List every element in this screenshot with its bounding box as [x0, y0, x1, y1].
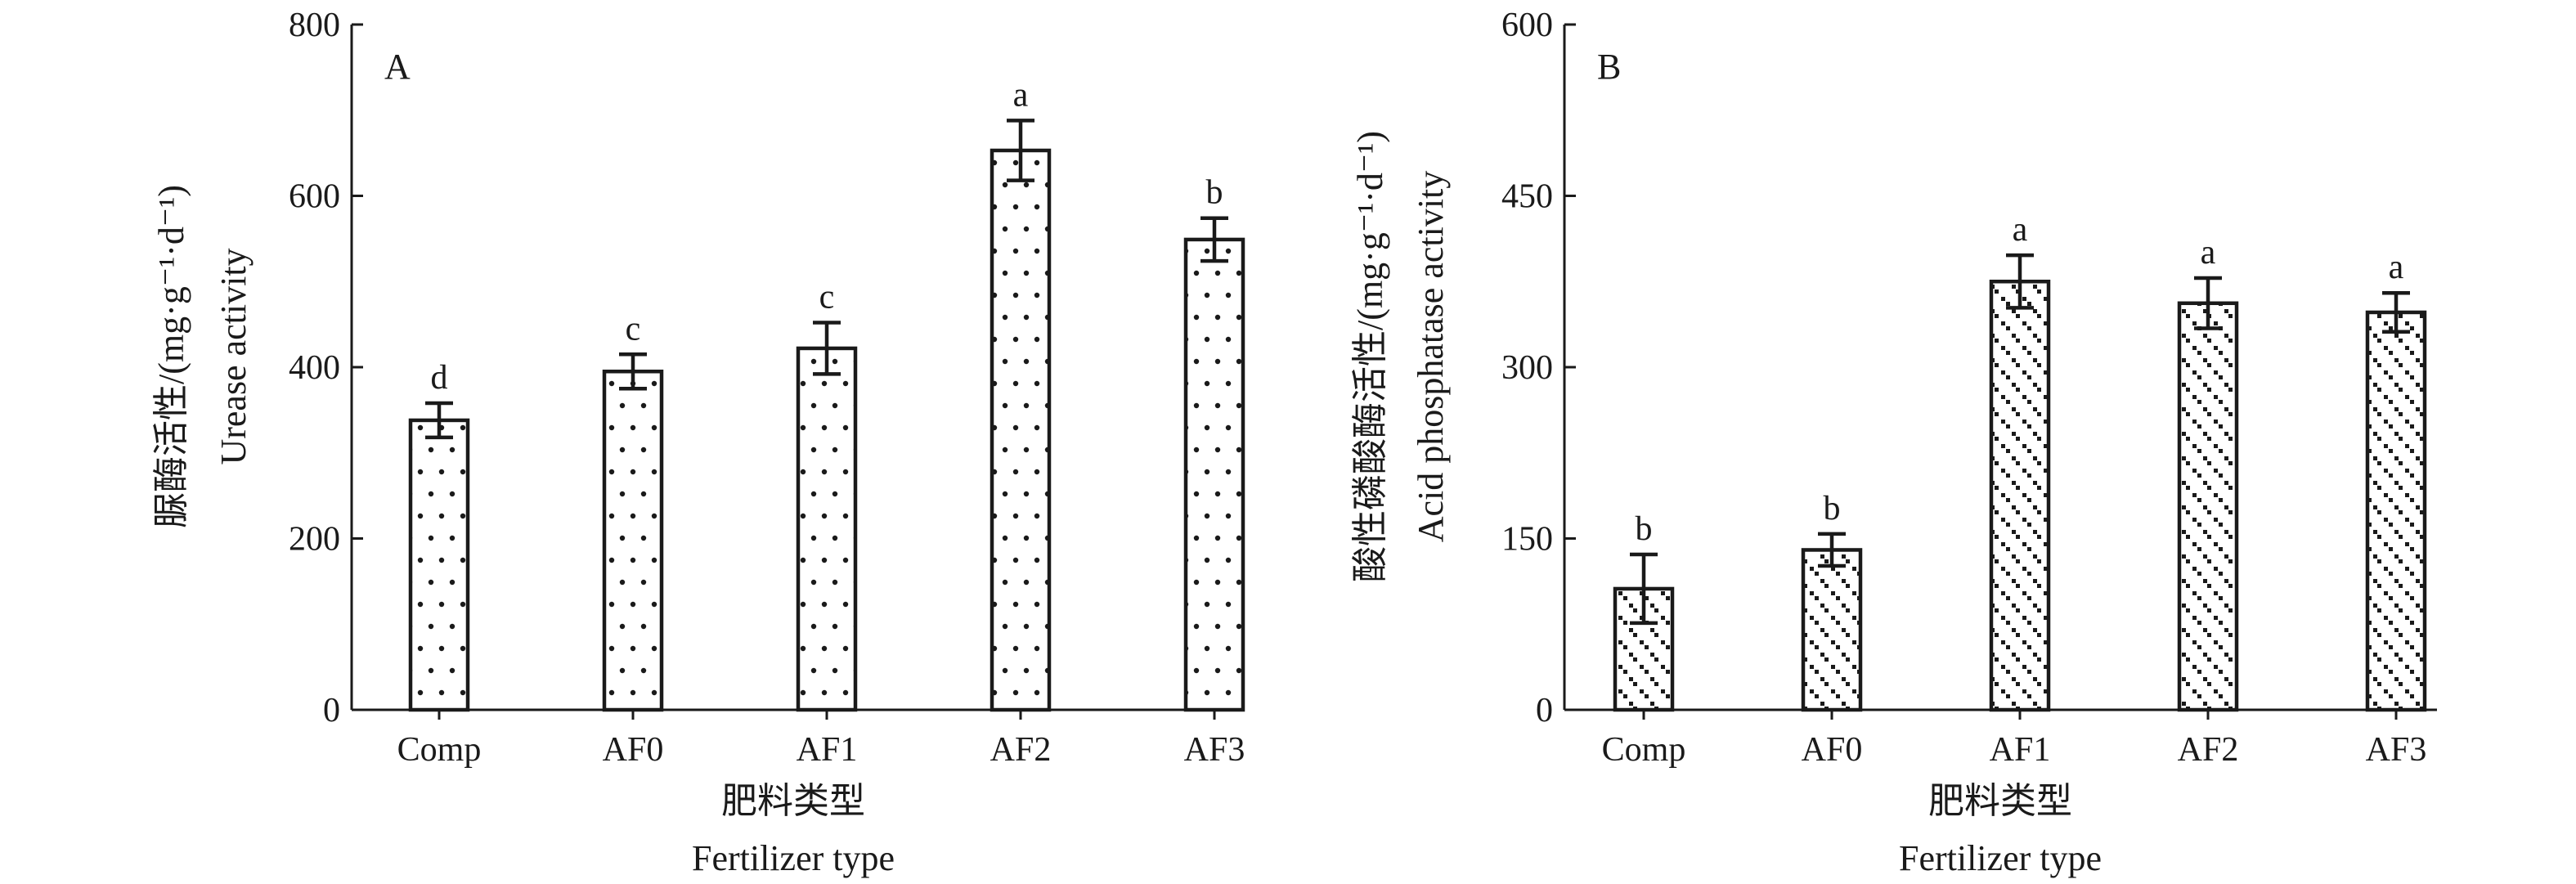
- bar: [1183, 237, 1245, 712]
- bar: [408, 418, 470, 712]
- panel-a-ylabel-en: Urease activity: [213, 248, 254, 464]
- bar: [1801, 548, 1863, 712]
- x-tick-label: AF1: [1990, 731, 2051, 769]
- significance-letter: b: [1636, 510, 1653, 548]
- significance-letter: b: [1206, 174, 1223, 212]
- bar: [796, 346, 858, 712]
- significance-letter: c: [819, 279, 835, 316]
- significance-letter: a: [2013, 211, 2028, 249]
- panel-b-ylabel-en: Acid phosphatase activity: [1411, 171, 1451, 543]
- y-tick-label: 450: [1501, 178, 1553, 216]
- y-tick-label: 400: [289, 349, 340, 387]
- x-tick-label: AF3: [1184, 731, 1245, 769]
- x-tick-label: AF2: [990, 731, 1052, 769]
- panel-b-label: B: [1597, 47, 1621, 87]
- y-tick-label: 600: [1501, 7, 1553, 44]
- significance-letter: a: [2201, 234, 2216, 271]
- y-tick-label: 300: [1501, 349, 1553, 387]
- y-tick-label: 200: [289, 521, 340, 559]
- x-tick-label: AF0: [1802, 731, 1863, 769]
- significance-letter: a: [1013, 76, 1029, 114]
- bar: [2177, 301, 2239, 712]
- y-tick-label: 800: [289, 7, 340, 44]
- bar: [2365, 310, 2427, 712]
- panel-a-ylabel-cn: 脲酶活性/(mg·g⁻¹·d⁻¹): [151, 185, 191, 528]
- y-tick-label: 0: [1536, 692, 1553, 729]
- significance-letter: d: [431, 359, 448, 397]
- x-tick-label: AF3: [2366, 731, 2427, 769]
- bar: [1989, 280, 2051, 712]
- y-tick-label: 0: [323, 692, 340, 729]
- x-tick-label: AF1: [797, 731, 858, 769]
- panel-a-label: A: [384, 47, 411, 87]
- panel-b-xlabel-cn: 肥料类型: [1928, 781, 2072, 821]
- significance-letter: a: [2389, 249, 2404, 286]
- panel-a-xlabel-cn: 肥料类型: [721, 781, 865, 821]
- x-tick-label: Comp: [397, 731, 482, 769]
- panel-a: A 脲酶活性/(mg·g⁻¹·d⁻¹) Urease activity 肥料类型…: [151, 7, 1245, 878]
- panel-a-plot-area: 0 200 400 600 800 d Comp c AF0 c AF1 a AF2 b AF3: [289, 7, 1245, 769]
- panel-b-ylabel-cn: 酸性磷酸酶活性/(mg·g⁻¹·d⁻¹): [1350, 131, 1390, 582]
- significance-letter: b: [1824, 490, 1841, 527]
- y-tick-label: 600: [289, 178, 340, 216]
- panel-b: B 酸性磷酸酶活性/(mg·g⁻¹·d⁻¹) Acid phosphatase …: [1350, 7, 2437, 878]
- bar: [990, 148, 1052, 712]
- y-tick-label: 150: [1501, 521, 1553, 559]
- significance-letter: c: [626, 310, 641, 348]
- panel-a-xlabel-en: Fertilizer type: [692, 838, 895, 878]
- bar: [602, 369, 664, 712]
- x-tick-label: AF0: [603, 731, 664, 769]
- x-tick-label: AF2: [2178, 731, 2239, 769]
- x-tick-label: Comp: [1602, 731, 1686, 769]
- panel-b-xlabel-en: Fertilizer type: [1899, 838, 2102, 878]
- panel-b-plot-area: 0 150 300 450 600 b Comp b AF0 a AF1 a AF2 a AF3: [1501, 7, 2437, 769]
